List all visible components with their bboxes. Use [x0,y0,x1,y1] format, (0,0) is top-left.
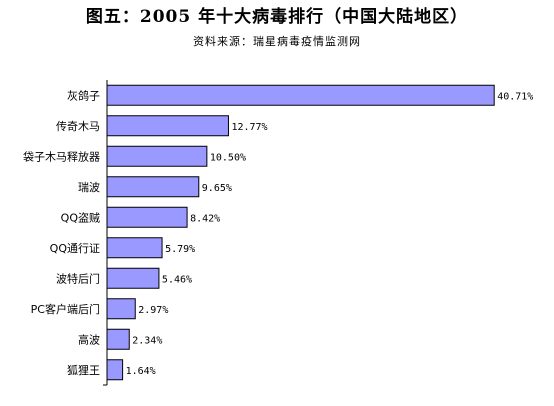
category-label-9: 狐狸王 [67,363,100,377]
bar-2 [106,145,208,167]
category-label-2: 袋子木马释放器 [23,149,100,163]
category-label-4: QQ盗贼 [61,210,100,224]
category-label-3: 瑞波 [78,180,100,194]
bar-9 [106,359,124,381]
value-label-9: 1.64% [126,366,156,377]
value-label-4: 8.42% [190,213,220,224]
bar-0 [106,84,495,106]
value-label-1: 12.77% [231,122,267,133]
value-labels-group: 40.71% 12.77% 10.50% 9.65% 8.42% 5.79% 5.46% 2.… [126,91,534,377]
value-label-0: 40.71% [497,91,533,102]
bar-6 [106,267,160,289]
category-label-5: QQ通行证 [50,242,100,255]
value-label-2: 10.50% [210,152,246,163]
bar-4 [106,206,188,228]
bar-1 [106,115,229,137]
bar-8 [106,328,130,350]
bar-7 [106,298,136,320]
value-label-3: 9.65% [202,183,232,194]
bars-group [106,84,495,381]
value-label-5: 5.79% [165,244,195,255]
category-label-8: 高波 [78,332,100,346]
category-label-1: 传奇木马 [56,120,100,133]
chart-subtitle: 资料来源：瑞星病毒疫情监测网 [193,35,361,48]
category-label-6: 波特后门 [56,271,100,285]
category-label-7: PC客户端后门 [31,302,100,316]
bar-5 [106,237,163,259]
value-label-8: 2.34% [132,335,162,346]
category-label-0: 灰鸽子 [67,88,100,102]
bar-3 [106,176,200,198]
chart-title: 图五：2005 年十大病毒排行（中国大陆地区） [85,7,469,27]
value-label-6: 5.46% [162,274,192,285]
value-label-7: 2.97% [138,305,168,316]
